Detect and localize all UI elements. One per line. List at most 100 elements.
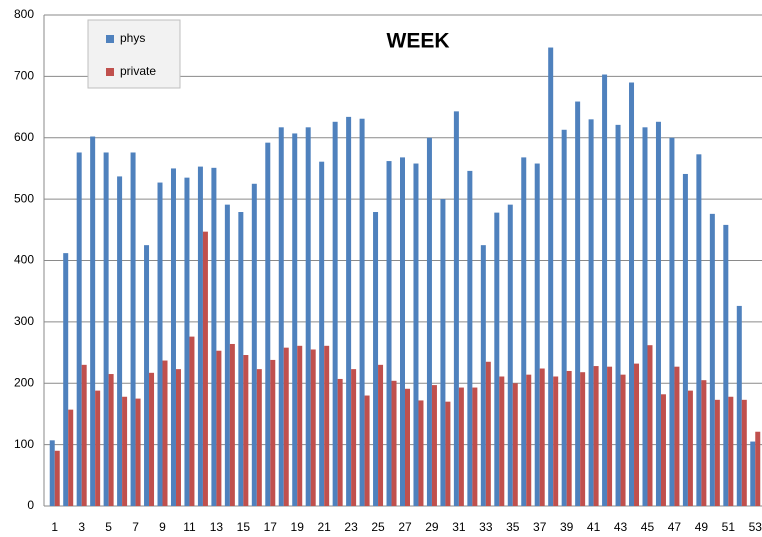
bar [629,82,635,506]
bar [337,378,343,506]
bar [270,359,276,506]
bar [467,170,473,506]
bar [283,347,289,506]
x-tick-label: 7 [132,520,139,534]
bar [602,74,608,506]
bar [607,366,613,506]
x-tick-label: 39 [560,520,574,534]
bar [714,399,720,506]
bar [647,345,653,506]
x-tick-label: 29 [425,520,439,534]
bar [728,396,734,506]
x-tick-label: 5 [105,520,112,534]
bar [346,116,352,506]
bar [319,161,325,506]
bar [130,152,136,507]
x-tick-label: 27 [398,520,412,534]
bar [723,224,729,506]
y-tick-label: 700 [14,69,34,83]
bar [634,363,640,506]
bar [405,388,410,506]
bar [534,163,540,506]
bar [507,204,513,506]
y-tick-label: 100 [14,437,34,451]
bar [297,345,303,506]
bar [211,167,217,507]
bar [351,369,357,506]
x-tick-label: 45 [641,520,655,534]
x-tick-label: 51 [722,520,736,534]
bar [480,245,486,506]
bar [189,336,195,506]
y-tick-label: 300 [14,314,34,328]
bar [615,124,621,506]
bar [95,390,101,506]
bar [458,387,464,506]
bar [440,199,446,506]
bar [49,440,55,506]
bar [750,441,756,506]
bar [157,182,163,506]
bar [251,183,257,506]
bar [122,396,128,506]
bar [175,369,181,506]
legend-box [87,19,181,89]
x-tick-label: 41 [587,520,601,534]
legend-swatch [106,35,114,43]
bar [364,395,370,506]
y-tick-label: 800 [14,7,34,21]
bar [431,385,437,506]
bar [144,245,150,506]
bar [386,161,392,506]
bar [278,127,284,506]
x-tick-label: 11 [183,520,196,534]
chart-title: WEEK [387,30,450,53]
bar [305,127,311,506]
x-tick-label: 37 [533,520,547,534]
bar [682,173,688,506]
bar [526,374,532,506]
bar [76,152,82,507]
x-tick-label: 9 [159,520,166,534]
bar [224,204,230,506]
bar [620,374,626,506]
y-tick-label: 0 [27,498,34,512]
x-tick-label: 47 [668,520,682,534]
bar [149,372,155,506]
bar [197,166,203,506]
bar [332,121,338,506]
bar [400,157,405,506]
bar [216,350,222,506]
bar [593,366,599,506]
bar [736,305,742,506]
bar [413,163,419,506]
bar [445,401,451,506]
x-tick-label: 25 [371,520,385,534]
bar [184,177,190,507]
bar [701,380,707,506]
bar [499,376,505,506]
bar [68,409,74,506]
x-tick-label: 19 [291,520,305,534]
bar [669,137,675,506]
bar [378,364,384,506]
x-tick-label: 23 [344,520,358,534]
bar [373,212,379,507]
bar [660,394,666,506]
x-tick-label: 49 [695,520,709,534]
bar [310,349,316,506]
x-tick-label: 1 [51,520,58,534]
bar [229,343,235,506]
bar [359,118,365,506]
bar [687,390,693,506]
bar [324,345,330,506]
x-tick-label: 33 [479,520,493,534]
bar [418,400,424,506]
bar [63,253,69,506]
bar [90,136,96,506]
bar [674,366,680,506]
bar [238,212,244,507]
y-tick-label: 400 [14,253,34,267]
bar [580,372,586,506]
bar [426,137,432,506]
